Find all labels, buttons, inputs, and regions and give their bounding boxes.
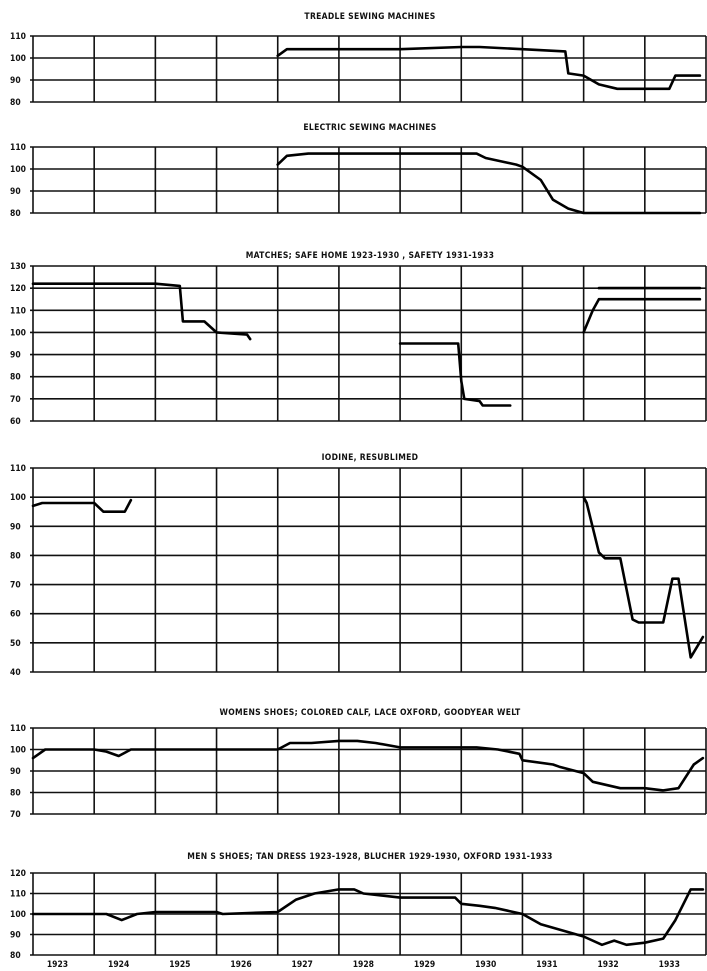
y-tick-label: 110 <box>10 724 26 734</box>
y-tick-label: 90 <box>10 187 21 197</box>
y-tick-label: 70 <box>10 810 21 820</box>
series-line-2 <box>582 495 705 659</box>
y-tick-label: 100 <box>10 910 26 920</box>
series-line-1 <box>31 888 705 947</box>
x-tick-label: 1930 <box>475 960 496 970</box>
y-tick-label: 70 <box>10 395 21 405</box>
y-tick-label: 90 <box>10 351 21 361</box>
series-line-3 <box>582 297 702 334</box>
x-tick-label: 1929 <box>414 960 435 970</box>
y-tick-label: 80 <box>10 373 21 383</box>
y-tick-label: 100 <box>10 493 26 503</box>
y-tick-label: 70 <box>10 581 21 591</box>
y-tick-label: 100 <box>10 54 26 64</box>
x-axis: 1923 1924 1925 1926 1927 1928 1929 1930 1931 1932… <box>47 960 680 970</box>
y-tick-label: 90 <box>10 931 21 941</box>
x-tick-label: 1931 <box>536 960 557 970</box>
chart-title: MEN S SHOES; TAN DRESS 1923-1928, BLUCHE… <box>187 852 552 862</box>
y-tick-label: 90 <box>10 767 21 777</box>
x-tick-label: 1932 <box>597 960 618 970</box>
y-tick-label: 110 <box>10 464 26 474</box>
y-tick-label: 60 <box>10 610 21 620</box>
y-tick-label: 110 <box>10 32 26 42</box>
y-tick-label: 80 <box>10 789 21 799</box>
y-tick-label: 130 <box>10 262 26 272</box>
x-tick-label: 1923 <box>47 960 68 970</box>
y-tick-label: 100 <box>10 328 26 338</box>
x-tick-label: 1925 <box>169 960 190 970</box>
chart-panel-4: IODINE, RESUBLIMED 40 50 60 70 80 90 100 110 <box>10 453 707 678</box>
chart-title: MATCHES; SAFE HOME 1923-1930 , SAFETY 19… <box>246 251 495 261</box>
series-line-1 <box>31 498 133 514</box>
y-tick-label: 80 <box>10 98 21 108</box>
x-tick-label: 1928 <box>353 960 374 970</box>
series-line-1 <box>31 739 705 792</box>
chart-panel-5: WOMENS SHOES; COLORED CALF, LACE OXFORD,… <box>10 708 707 820</box>
y-tick-label: 40 <box>10 668 21 678</box>
series-line-2 <box>398 342 512 407</box>
y-tick-label: 110 <box>10 143 26 153</box>
chart-panel-1: TREADLE SEWING MACHINES 80 90 100 110 <box>10 12 707 108</box>
x-tick-label: 1924 <box>108 960 129 970</box>
series-line-1 <box>276 45 702 91</box>
y-tick-label: 80 <box>10 209 21 219</box>
y-tick-label: 50 <box>10 639 21 649</box>
chart-panel-6: MEN S SHOES; TAN DRESS 1923-1928, BLUCHE… <box>10 852 707 961</box>
y-tick-label: 110 <box>10 890 26 900</box>
series-line-1 <box>276 152 702 215</box>
chart-panel-2: ELECTRIC SEWING MACHINES 80 90 100 110 <box>10 123 707 219</box>
chart-title: TREADLE SEWING MACHINES <box>304 12 435 22</box>
y-tick-label: 100 <box>10 165 26 175</box>
x-tick-label: 1926 <box>230 960 251 970</box>
y-tick-label: 90 <box>10 76 21 86</box>
y-tick-label: 80 <box>10 951 21 961</box>
series-line-1 <box>31 282 252 341</box>
y-tick-label: 120 <box>10 284 26 294</box>
chart-panel-3: MATCHES; SAFE HOME 1923-1930 , SAFETY 19… <box>10 251 707 427</box>
chart-title: WOMENS SHOES; COLORED CALF, LACE OXFORD,… <box>219 708 521 718</box>
y-tick-label: 80 <box>10 551 21 561</box>
y-tick-label: 60 <box>10 417 21 427</box>
chart-title: IODINE, RESUBLIMED <box>322 453 419 463</box>
x-tick-label: 1933 <box>659 960 680 970</box>
y-tick-label: 110 <box>10 306 26 316</box>
y-tick-label: 90 <box>10 522 21 532</box>
y-tick-label: 120 <box>10 869 26 879</box>
y-tick-label: 100 <box>10 746 26 756</box>
chart-title: ELECTRIC SEWING MACHINES <box>303 123 436 133</box>
x-tick-label: 1927 <box>292 960 313 970</box>
